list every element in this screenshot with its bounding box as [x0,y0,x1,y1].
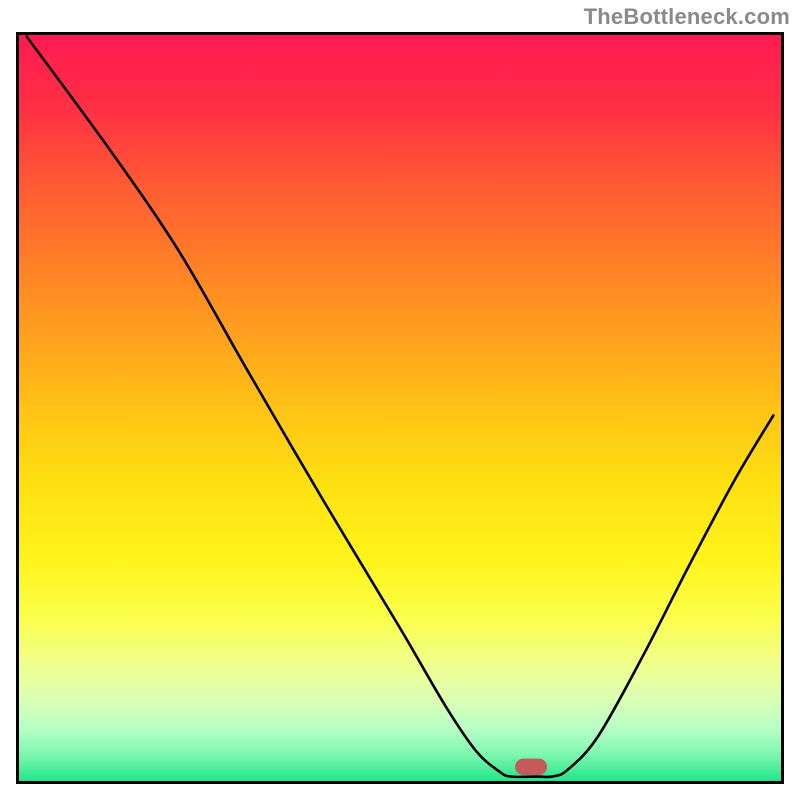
bottleneck-chart [19,35,781,781]
watermark-text: TheBottleneck.com [584,4,790,30]
chart-background [19,35,781,781]
chart-frame [16,32,784,784]
optimal-marker [515,759,547,775]
